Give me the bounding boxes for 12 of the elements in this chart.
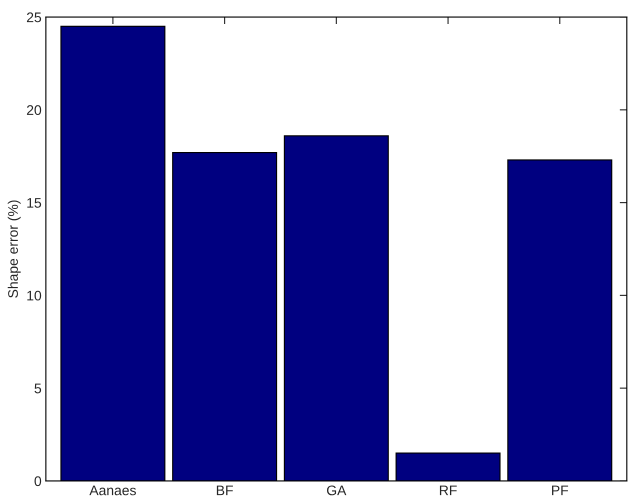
x-tick-label: RF — [440, 486, 457, 496]
x-tick-label: BF — [216, 486, 233, 496]
x-tick-label: GA — [327, 485, 346, 496]
y-tick-label: 10 — [27, 290, 42, 301]
y-tick-label: 0 — [34, 476, 42, 486]
y-tick-label: 20 — [26, 105, 42, 116]
x-tick-label: PF — [552, 486, 568, 496]
y-tick-label: 15 — [27, 198, 42, 208]
y-tick-label: 5 — [34, 384, 42, 394]
y-axis-title: Shape error (%) — [8, 200, 21, 298]
x-tick-label: Aanaes — [89, 486, 136, 496]
y-tick-label: 25 — [26, 12, 42, 22]
